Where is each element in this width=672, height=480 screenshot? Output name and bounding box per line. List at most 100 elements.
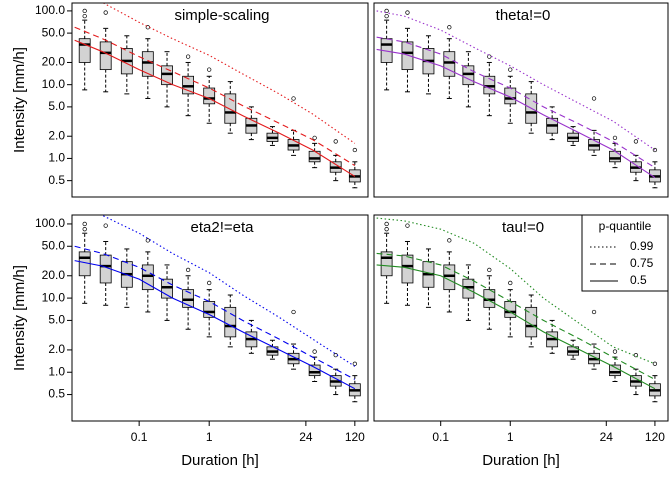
plot-area [376,8,661,189]
box [224,93,237,124]
quantile-line [376,217,656,365]
box [161,278,173,299]
y-tick-label: 5.0 [48,99,65,113]
y-tick-label: 10.0 [42,290,66,304]
plot-area [74,215,361,403]
panel-title: tau!=0 [502,219,544,236]
x-tick-label: 120 [645,430,665,444]
y-tick-label: 1.0 [48,151,65,165]
outlier [185,54,191,59]
box [308,150,321,163]
legend-box [581,214,669,292]
y-tick-label: 100.0 [35,216,65,230]
outlier [487,54,492,59]
legend-title: p-quantile [599,219,652,233]
box [161,65,173,86]
outlier [291,309,296,315]
outlier [508,67,513,72]
outlier [652,361,658,366]
outlier [103,10,108,15]
quantile-line [376,36,656,169]
box [609,364,621,377]
quantile-line [74,39,356,177]
outlier [82,8,87,14]
box [462,65,475,86]
legend-label: 0.5 [630,273,647,287]
box [308,364,321,377]
y-tick-label: 2.0 [48,128,65,142]
x-tick-label: 24 [299,430,313,444]
box [78,38,91,63]
outlier [291,96,296,101]
box [443,51,456,77]
x-axis-label: Duration [h] [181,452,259,469]
box [99,41,112,71]
outlier [207,280,212,286]
x-tick-label: 0.1 [131,430,148,444]
outlier [207,67,212,72]
outlier [82,221,87,227]
y-tick-label: 1.0 [48,364,65,378]
quantile-line [376,10,656,151]
box [141,264,154,291]
outlier [352,361,357,366]
outlier [185,267,191,273]
quantile-line [100,215,356,367]
outlier [312,135,317,141]
quantile-line [74,245,356,380]
y-tick-label: 100.0 [35,3,65,17]
outlier [487,267,492,273]
y-tick-label: 10.0 [42,77,66,91]
box [141,51,154,77]
outlier [591,96,597,101]
outlier [352,147,357,153]
panel-frame [71,214,369,422]
outlier [384,8,389,14]
panel-title: eta2!=eta [191,219,255,236]
outlier [145,238,150,243]
quantile-line [376,252,656,380]
quantile-line [74,260,356,390]
quantile-line [102,3,356,144]
quantile-line [74,26,356,167]
quantile-line [376,48,656,179]
x-axis-label: Duration [h] [482,452,560,469]
y-tick-label: 0.5 [48,173,65,187]
panel-title: theta!=0 [496,7,551,24]
outlier [312,349,317,354]
box [609,150,621,163]
plot-area [74,3,361,189]
panel-title: simple-scaling [174,7,269,24]
y-tick-label: 20.0 [42,55,66,69]
outlier [384,221,389,227]
x-tick-label: 1 [206,430,213,444]
x-tick-label: 24 [600,430,614,444]
outlier [405,223,410,228]
outlier [612,135,618,141]
plot-area [376,217,661,403]
outlier [447,238,452,243]
panel-frame [373,2,669,198]
outlier [103,223,108,228]
y-tick-label: 50.0 [42,25,66,39]
outlier [612,349,618,354]
outlier [82,227,87,232]
y-tick-label: 2.0 [48,342,65,356]
x-tick-label: 1 [507,430,514,444]
y-tick-label: 5.0 [48,313,65,327]
outlier [591,309,597,315]
box [401,41,414,71]
box [525,306,538,338]
x-tick-label: 0.1 [432,430,449,444]
legend-label: 0.99 [630,239,654,253]
outlier [333,139,338,144]
outlier [633,353,639,358]
quantile-line [376,264,656,390]
outlier [384,13,389,19]
x-tick-label: 120 [345,430,365,444]
box [462,278,475,299]
y-tick-label: 0.5 [48,387,65,401]
panel-frame [71,2,369,198]
outlier [82,13,87,19]
outlier [405,10,410,15]
